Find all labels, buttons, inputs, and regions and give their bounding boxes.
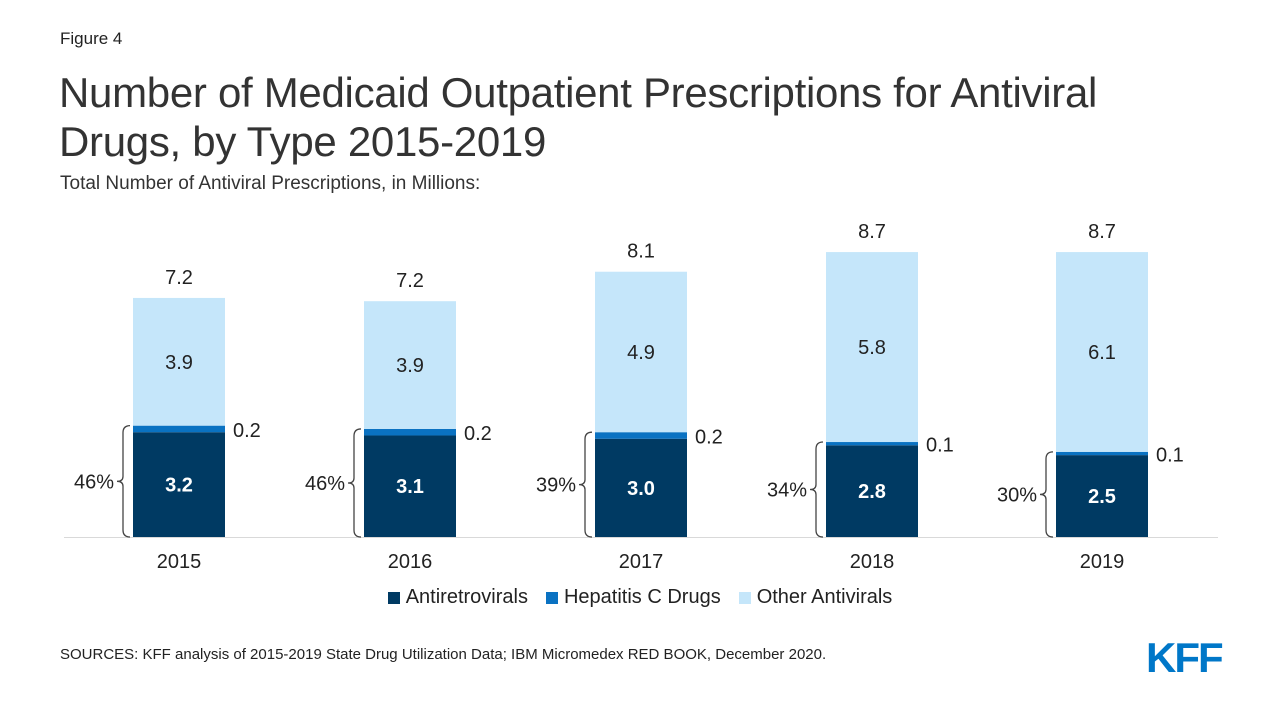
- chart-subtitle: Total Number of Antiviral Prescriptions,…: [60, 173, 481, 194]
- data-label-antiretrovirals-2017: 3.0: [627, 478, 655, 500]
- bracket-percentage-2017: 39%: [536, 475, 576, 497]
- legend-item-antiretrovirals: Antiretrovirals: [387, 586, 528, 609]
- bracket-2019: [1039, 451, 1054, 538]
- data-label-antiretrovirals-2018: 2.8: [858, 481, 886, 503]
- total-label-2016: 7.2: [396, 270, 424, 292]
- kff-logo: KFF: [1146, 634, 1224, 681]
- data-label-other-antivirals-2018: 5.8: [858, 337, 886, 359]
- legend-label-hepatitis-c: Hepatitis C Drugs: [563, 586, 721, 608]
- bracket-2018: [809, 441, 824, 538]
- source-note: SOURCES: KFF analysis of 2015-2019 State…: [60, 646, 827, 663]
- legend-item-other-antivirals: Other Antivirals: [738, 586, 893, 609]
- bar-segment-antiretrovirals-2016: [364, 435, 456, 537]
- chart-legend: Antiretrovirals Hepatitis C Drugs Other …: [0, 586, 1280, 609]
- data-label-other-antivirals-2017: 4.9: [627, 342, 655, 364]
- x-tick-label-2016: 2016: [388, 551, 433, 573]
- x-tick-label-2015: 2015: [157, 551, 202, 573]
- bar-segment-antiretrovirals-2015: [133, 432, 225, 537]
- legend-swatch-antiretrovirals: [387, 591, 400, 604]
- data-label-hepatitis-c-2017: 0.2: [695, 426, 723, 448]
- x-tick-label-2017: 2017: [619, 551, 664, 573]
- data-label-other-antivirals-2016: 3.9: [396, 355, 424, 377]
- bracket-2015: [116, 425, 131, 538]
- bar-segment-hepatitis-c-drugs-2018: [826, 442, 918, 446]
- bar-segment-other-antivirals-2018: [826, 252, 918, 443]
- data-label-antiretrovirals-2016: 3.1: [396, 476, 424, 498]
- data-label-hepatitis-c-2019: 0.1: [1156, 444, 1184, 466]
- legend-swatch-other-antivirals: [738, 591, 751, 604]
- total-label-2017: 8.1: [627, 241, 655, 263]
- bar-segment-other-antivirals-2015: [133, 297, 225, 426]
- bar-segment-other-antivirals-2016: [364, 301, 456, 429]
- data-label-other-antivirals-2019: 6.1: [1088, 342, 1116, 364]
- bracket-percentage-2019: 30%: [997, 484, 1037, 506]
- bar-segment-antiretrovirals-2019: [1056, 455, 1148, 537]
- bracket-2017: [578, 431, 593, 538]
- bar-segment-antiretrovirals-2017: [595, 438, 687, 537]
- x-tick-label-2019: 2019: [1080, 551, 1125, 573]
- total-label-2019: 8.7: [1088, 221, 1116, 243]
- chart-title: Number of Medicaid Outpatient Prescripti…: [59, 69, 1098, 165]
- bar-segment-antiretrovirals-2018: [826, 445, 918, 537]
- bar-segment-other-antivirals-2019: [1056, 252, 1148, 452]
- bar-segment-hepatitis-c-drugs-2019: [1056, 451, 1148, 456]
- data-label-hepatitis-c-2016: 0.2: [464, 423, 492, 445]
- legend-label-antiretrovirals: Antiretrovirals: [405, 586, 528, 608]
- legend-item-hepatitis-c: Hepatitis C Drugs: [545, 586, 721, 609]
- data-label-antiretrovirals-2019: 2.5: [1088, 486, 1116, 508]
- x-tick-label-2018: 2018: [850, 551, 895, 573]
- bracket-2016: [347, 428, 362, 538]
- total-label-2015: 7.2: [165, 267, 193, 289]
- bracket-percentage-2018: 34%: [767, 480, 807, 502]
- legend-label-other-antivirals: Other Antivirals: [756, 586, 893, 608]
- data-label-antiretrovirals-2015: 3.2: [165, 475, 193, 497]
- data-label-other-antivirals-2015: 3.9: [165, 352, 193, 374]
- stacked-bar-chart: 3.2 0.2 3.9 7.2 2015 46% 3.1 0.2 3.9 7.2 2016 46% 3.…: [64, 221, 1218, 573]
- bar-segment-hepatitis-c-drugs-2016: [364, 428, 456, 436]
- bracket-percentage-2015: 46%: [74, 471, 114, 493]
- bar-segment-other-antivirals-2017: [595, 271, 687, 433]
- bracket-percentage-2016: 46%: [305, 473, 345, 495]
- bar-segment-hepatitis-c-drugs-2017: [595, 432, 687, 439]
- legend-swatch-hepatitis-c: [545, 591, 558, 604]
- bar-segment-hepatitis-c-drugs-2015: [133, 425, 225, 433]
- total-label-2018: 8.7: [858, 221, 886, 243]
- figure-label: Figure 4: [60, 29, 123, 48]
- data-label-hepatitis-c-2015: 0.2: [233, 420, 261, 442]
- data-label-hepatitis-c-2018: 0.1: [926, 435, 954, 457]
